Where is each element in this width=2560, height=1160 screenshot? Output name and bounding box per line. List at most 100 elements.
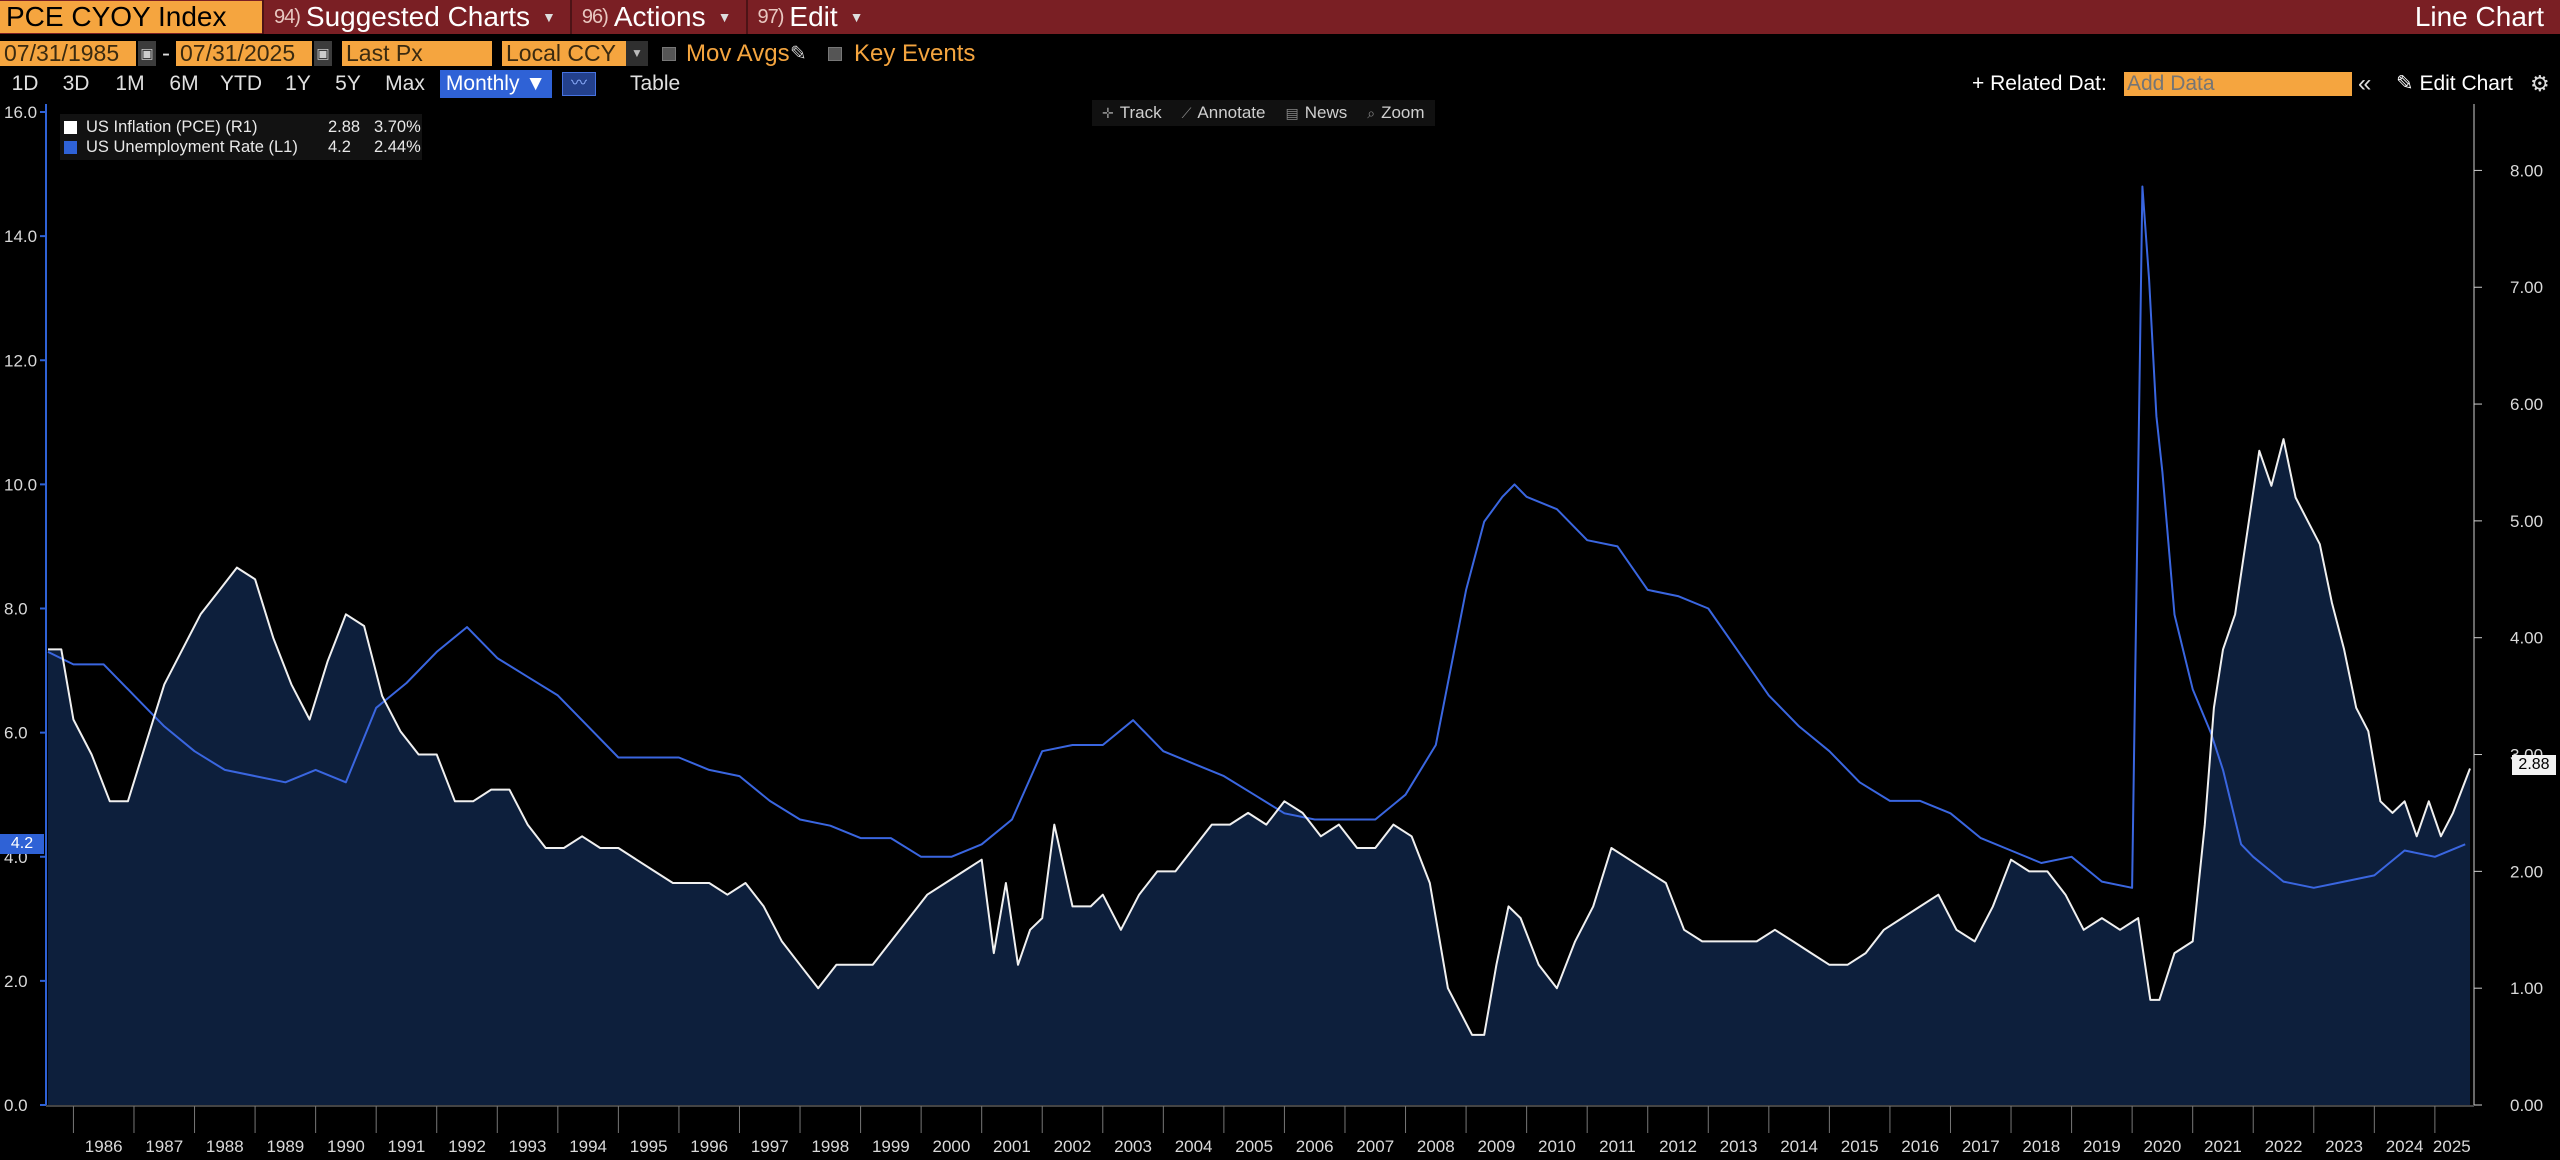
date-separator: - (162, 40, 170, 67)
title-bar: PCE CYOY Index 94) Suggested Charts ▼ 96… (0, 0, 2560, 34)
x-tick-label: 2004 (1175, 1137, 1213, 1156)
x-tick-label: 2007 (1356, 1137, 1394, 1156)
annotate-label: Annotate (1197, 103, 1266, 122)
table-button[interactable]: Table (630, 72, 681, 95)
pencil-icon: ✎ (2396, 72, 2420, 95)
menu-number: 97) (757, 5, 785, 28)
x-tick-label: 2005 (1235, 1137, 1273, 1156)
currency-select[interactable]: Local CCY (502, 41, 626, 66)
right-tick-label: 6.00 (2510, 395, 2543, 414)
right-tick-label: 1.00 (2510, 979, 2543, 998)
x-tick-label: 2009 (1477, 1137, 1515, 1156)
legend-swatch (64, 141, 77, 154)
x-tick-label: 2000 (932, 1137, 970, 1156)
x-tick-label: 1992 (448, 1137, 486, 1156)
x-tick-label: 1994 (569, 1137, 607, 1156)
x-tick-label: 2024 (2386, 1137, 2424, 1156)
x-tick-label: 2003 (1114, 1137, 1152, 1156)
inflation-last-value-flag: 2.88 (2512, 755, 2556, 775)
x-tick-label: 2019 (2083, 1137, 2121, 1156)
menu-label: Suggested Charts (305, 1, 531, 32)
x-tick-label: 2017 (1962, 1137, 2000, 1156)
chevron-down-icon[interactable]: ▼ (626, 41, 648, 66)
x-tick-label: 2025 (2433, 1137, 2471, 1156)
legend-item-unemployment[interactable]: US Unemployment Rate (L1) 4.2 2.44% (64, 138, 421, 158)
zoom-tool[interactable]: ⌕ Zoom (1357, 100, 1434, 126)
related-data-button[interactable]: + Related Dat: (1972, 72, 2107, 95)
calendar-icon[interactable]: ▣ (314, 41, 332, 66)
actions-menu[interactable]: 96) Actions ▼ (569, 0, 746, 34)
calendar-icon[interactable]: ▣ (138, 41, 156, 66)
legend-series-name: US Inflation (PCE) (R1) (86, 118, 258, 136)
range-6m-button[interactable]: 6M (169, 72, 199, 95)
suggested-charts-menu[interactable]: 94) Suggested Charts ▼ (262, 0, 570, 34)
ticker-field[interactable]: PCE CYOY Index (0, 1, 262, 33)
start-date-field[interactable]: 07/31/1985 (0, 41, 136, 66)
axes: 0.02.04.06.08.010.012.014.016.00.001.002… (4, 103, 2543, 1156)
add-data-input[interactable] (2124, 72, 2352, 96)
legend-series-name: US Unemployment Rate (L1) (86, 138, 298, 156)
annotate-tool[interactable]: ⟋ Annotate (1172, 100, 1276, 126)
mov-avgs-checkbox[interactable] (662, 47, 676, 61)
range-1d-button[interactable]: 1D (11, 72, 39, 95)
price-field-select[interactable]: Last Px (342, 41, 492, 66)
chart-toolbar: ✛ Track ⟋ Annotate ▤ News ⌕ Zoom (1092, 100, 1435, 126)
edit-menu[interactable]: 97) Edit ▼ (745, 0, 878, 34)
track-label: Track (1119, 103, 1162, 122)
key-events-checkbox[interactable] (828, 47, 842, 61)
caret-down-icon: ▼ (717, 9, 732, 25)
range-5y-button[interactable]: 5Y (335, 72, 361, 95)
mov-avgs-label[interactable]: Mov Avgs (686, 40, 790, 67)
news-tool[interactable]: ▤ News (1275, 100, 1357, 126)
collapse-icon[interactable]: « (2358, 70, 2372, 97)
edit-chart-button[interactable]: ✎ Edit Chart (2396, 70, 2513, 98)
left-tick-label: 16.0 (4, 103, 37, 122)
x-tick-label: 2001 (993, 1137, 1031, 1156)
gear-icon[interactable]: ⚙ (2530, 71, 2550, 96)
periodicity-select[interactable]: Monthly ▼ (440, 70, 552, 98)
edit-chart-label: Edit Chart (2419, 72, 2513, 95)
legend-change: 3.70% (374, 118, 421, 136)
x-tick-label: 1993 (509, 1137, 547, 1156)
x-tick-label: 1998 (811, 1137, 849, 1156)
x-tick-label: 2021 (2204, 1137, 2242, 1156)
x-tick-label: 2015 (1841, 1137, 1879, 1156)
x-tick-label: 1996 (690, 1137, 728, 1156)
end-date-field[interactable]: 07/31/2025 (176, 41, 312, 66)
chart-legend: US Inflation (PCE) (R1) 2.88 3.70% US Un… (60, 114, 422, 160)
range-ytd-button[interactable]: YTD (220, 72, 262, 95)
left-tick-label: 10.0 (4, 475, 37, 494)
legend-value: 2.88 (328, 118, 361, 136)
x-tick-label: 2020 (2143, 1137, 2181, 1156)
left-tick-label: 2.0 (4, 972, 28, 991)
left-tick-label: 12.0 (4, 351, 37, 370)
legend-swatch (64, 121, 77, 134)
range-1m-button[interactable]: 1M (115, 72, 145, 95)
x-tick-label: 2018 (2022, 1137, 2060, 1156)
x-tick-label: 2016 (1901, 1137, 1939, 1156)
x-tick-label: 1986 (85, 1137, 123, 1156)
range-max-button[interactable]: Max (385, 72, 425, 95)
x-tick-label: 2008 (1417, 1137, 1455, 1156)
range-3d-button[interactable]: 3D (62, 72, 90, 95)
x-tick-label: 2011 (1599, 1137, 1636, 1156)
settings-row: 07/31/1985 ▣ - 07/31/2025 ▣ Last Px Loca… (0, 38, 2560, 70)
legend-item-inflation[interactable]: US Inflation (PCE) (R1) 2.88 3.70% (64, 118, 421, 138)
chart-type-label: Line Chart (2414, 1, 2544, 32)
track-tool[interactable]: ✛ Track (1092, 100, 1172, 126)
key-events-label[interactable]: Key Events (854, 40, 976, 67)
right-tick-label: 2.00 (2510, 862, 2543, 881)
right-tick-label: 8.00 (2510, 161, 2543, 180)
caret-down-icon: ▼ (849, 9, 864, 25)
line-chart-icon[interactable]: 〰 (562, 72, 596, 96)
line-chart[interactable]: 0.02.04.06.08.010.012.014.016.00.001.002… (0, 100, 2560, 1160)
range-row: 1D 3D 1M 6M YTD 1Y 5Y Max Monthly ▼ 〰 Ta… (0, 70, 2560, 100)
x-tick-label: 2013 (1720, 1137, 1758, 1156)
x-tick-label: 2022 (2265, 1137, 2303, 1156)
x-tick-label: 2012 (1659, 1137, 1697, 1156)
x-tick-label: 1990 (327, 1137, 365, 1156)
legend-change: 2.44% (374, 138, 421, 156)
range-1y-button[interactable]: 1Y (285, 72, 311, 95)
menu-label: Edit (789, 1, 838, 32)
pencil-icon[interactable]: ✎ (790, 43, 807, 65)
